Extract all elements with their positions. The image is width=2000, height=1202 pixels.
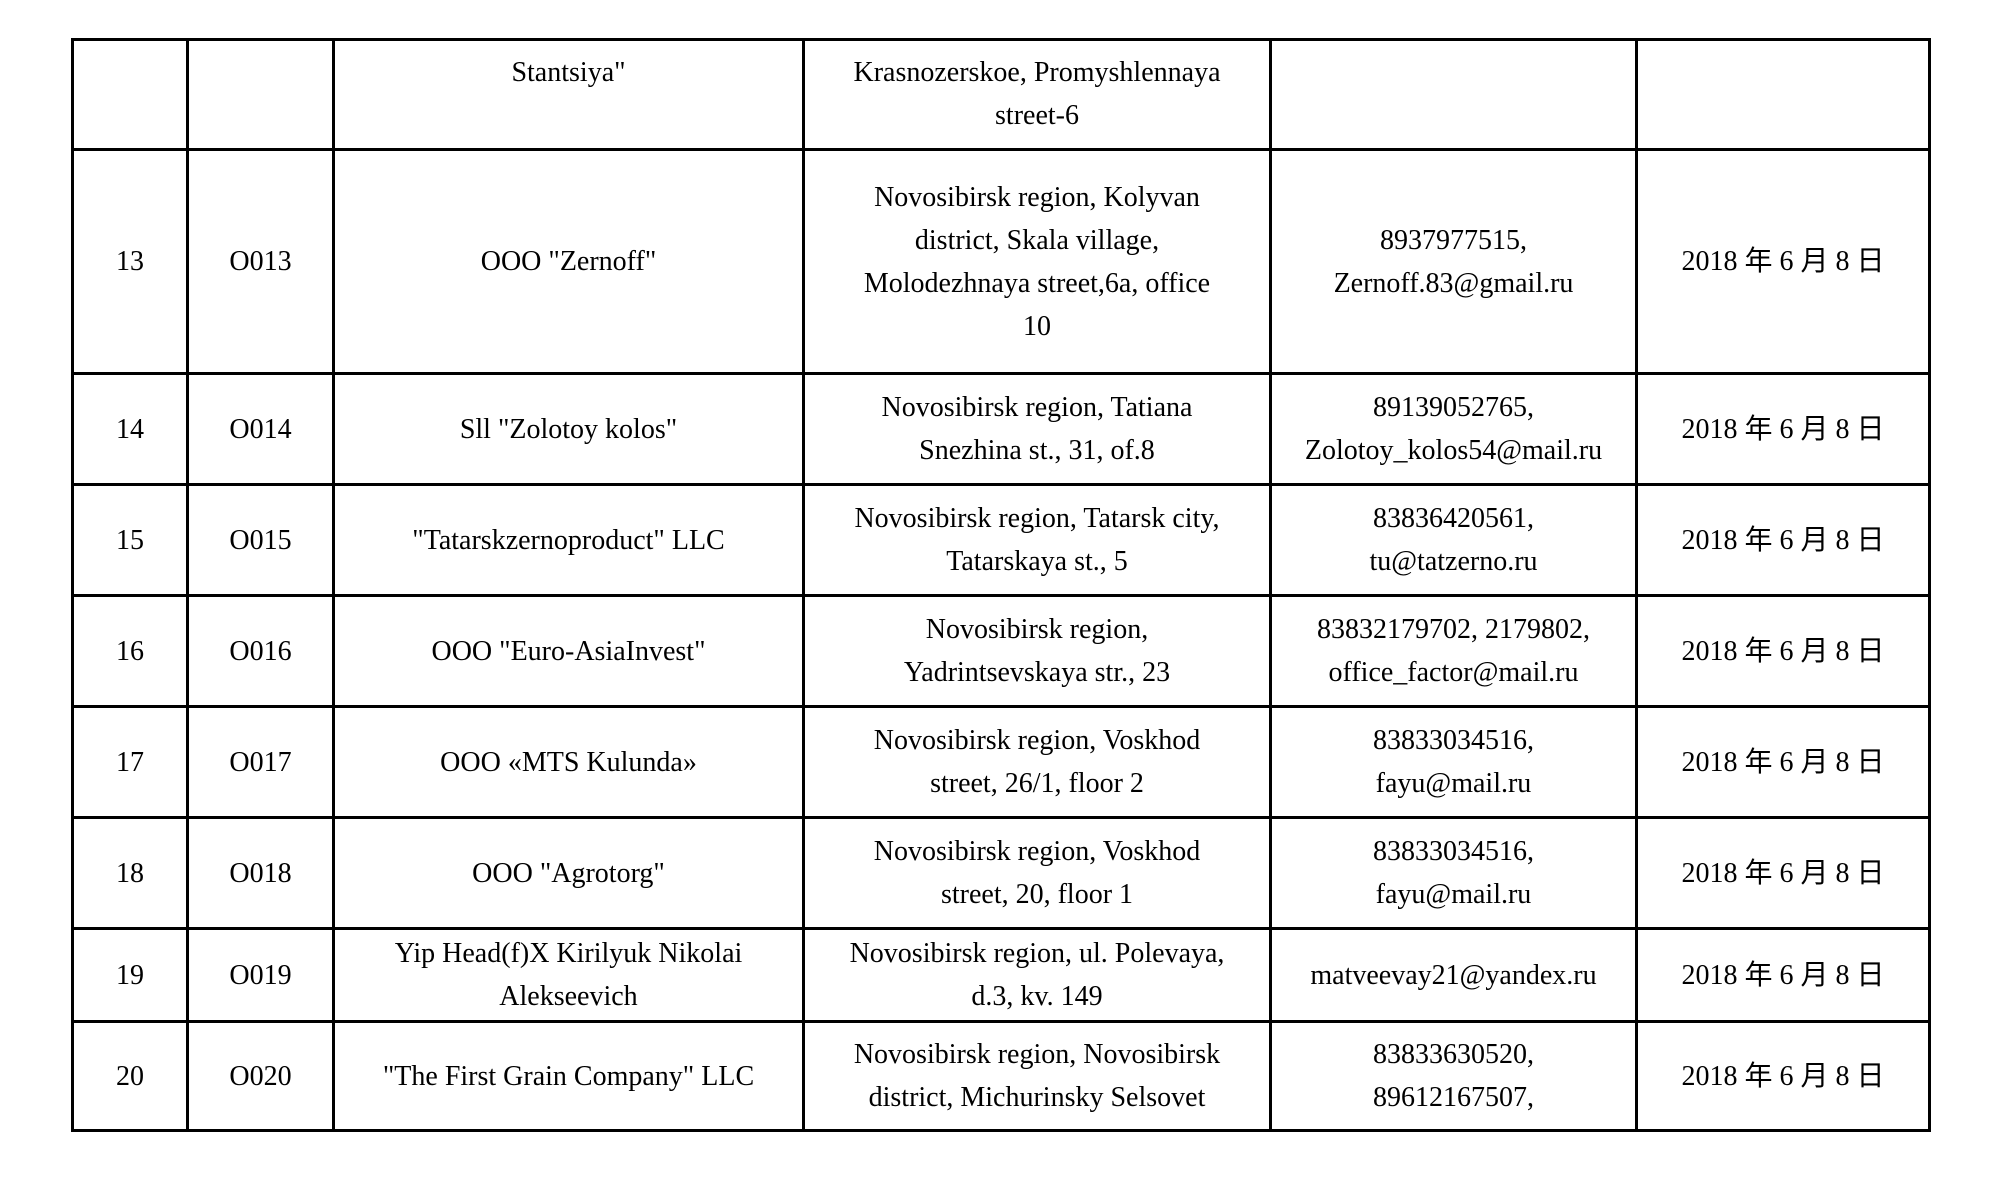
table-row: 16 O016 OOO "Euro-AsiaInvest" Novosibirs…	[71, 594, 1931, 708]
address-cell: Novosibirsk region, Tatarsk city, Tatars…	[802, 483, 1272, 597]
address-cell: Novosibirsk region, Tatiana Snezhina st.…	[802, 372, 1272, 486]
table-row: 20 O020 "The First Grain Company" LLC No…	[71, 1020, 1931, 1132]
company-cell: OOO "Agrotorg"	[332, 816, 805, 930]
row-number-cell	[71, 38, 189, 151]
row-number-cell: 17	[71, 705, 189, 819]
company-cell: Stantsiya"	[332, 38, 805, 151]
address-cell: Novosibirsk region, Kolyvan district, Sk…	[802, 148, 1272, 375]
contact-cell: 83832179702, 2179802, office_factor@mail…	[1269, 594, 1638, 708]
contact-cell: 83833630520, 89612167507,	[1269, 1020, 1638, 1132]
table-row: 15 O015 "Tatarskzernoproduct" LLC Novosi…	[71, 483, 1931, 597]
code-cell: O019	[186, 927, 335, 1023]
code-cell: O017	[186, 705, 335, 819]
address-cell: Novosibirsk region, Novosibirsk district…	[802, 1020, 1272, 1132]
address-cell: Novosibirsk region, ul. Polevaya, d.3, k…	[802, 927, 1272, 1023]
address-cell: Novosibirsk region, Yadrintsevskaya str.…	[802, 594, 1272, 708]
company-cell: OOO «MTS Kulunda»	[332, 705, 805, 819]
row-number-cell: 20	[71, 1020, 189, 1132]
table-row: 14 O014 Sll "Zolotoy kolos" Novosibirsk …	[71, 372, 1931, 486]
date-cell: 2018 年 6 月 8 日	[1635, 148, 1931, 375]
table-row: 18 O018 OOO "Agrotorg" Novosibirsk regio…	[71, 816, 1931, 930]
contact-cell: matveevay21@yandex.ru	[1269, 927, 1638, 1023]
date-cell: 2018 年 6 月 8 日	[1635, 927, 1931, 1023]
date-cell	[1635, 38, 1931, 151]
date-cell: 2018 年 6 月 8 日	[1635, 1020, 1931, 1132]
company-cell: "The First Grain Company" LLC	[332, 1020, 805, 1132]
row-number-cell: 13	[71, 148, 189, 375]
code-cell: O015	[186, 483, 335, 597]
company-cell: "Tatarskzernoproduct" LLC	[332, 483, 805, 597]
code-cell	[186, 38, 335, 151]
date-cell: 2018 年 6 月 8 日	[1635, 594, 1931, 708]
contact-cell: 83833034516, fayu@mail.ru	[1269, 816, 1638, 930]
contact-cell: 8937977515, Zernoff.83@gmail.ru	[1269, 148, 1638, 375]
address-cell: Krasnozerskoe, Promyshlennaya street-6	[802, 38, 1272, 151]
row-number-cell: 14	[71, 372, 189, 486]
row-number-cell: 15	[71, 483, 189, 597]
contact-cell: 83833034516, fayu@mail.ru	[1269, 705, 1638, 819]
row-number-cell: 19	[71, 927, 189, 1023]
code-cell: O018	[186, 816, 335, 930]
table-row: 17 O017 OOO «MTS Kulunda» Novosibirsk re…	[71, 705, 1931, 819]
table-row: 19 O019 Yip Head(f)X Kirilyuk Nikolai Al…	[71, 927, 1931, 1023]
address-cell: Novosibirsk region, Voskhod street, 26/1…	[802, 705, 1272, 819]
date-cell: 2018 年 6 月 8 日	[1635, 816, 1931, 930]
row-number-cell: 18	[71, 816, 189, 930]
code-cell: O016	[186, 594, 335, 708]
contact-cell: 83836420561, tu@tatzerno.ru	[1269, 483, 1638, 597]
company-cell: OOO "Euro-AsiaInvest"	[332, 594, 805, 708]
company-cell: Yip Head(f)X Kirilyuk Nikolai Alekseevic…	[332, 927, 805, 1023]
code-cell: O014	[186, 372, 335, 486]
row-number-cell: 16	[71, 594, 189, 708]
date-cell: 2018 年 6 月 8 日	[1635, 372, 1931, 486]
date-cell: 2018 年 6 月 8 日	[1635, 705, 1931, 819]
table-row: Stantsiya" Krasnozerskoe, Promyshlennaya…	[71, 38, 1931, 151]
address-cell: Novosibirsk region, Voskhod street, 20, …	[802, 816, 1272, 930]
contact-cell: 89139052765, Zolotoy_kolos54@mail.ru	[1269, 372, 1638, 486]
contact-cell	[1269, 38, 1638, 151]
date-cell: 2018 年 6 月 8 日	[1635, 483, 1931, 597]
company-cell: OOO "Zernoff"	[332, 148, 805, 375]
company-cell: Sll "Zolotoy kolos"	[332, 372, 805, 486]
code-cell: O013	[186, 148, 335, 375]
table-row: 13 O013 OOO "Zernoff" Novosibirsk region…	[71, 148, 1931, 375]
code-cell: O020	[186, 1020, 335, 1132]
registry-table: Stantsiya" Krasnozerskoe, Promyshlennaya…	[71, 38, 1931, 1132]
